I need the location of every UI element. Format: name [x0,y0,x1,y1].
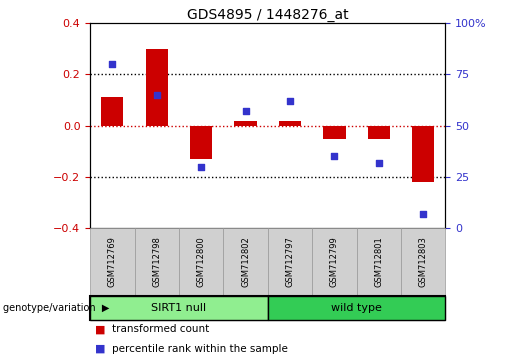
Text: wild type: wild type [331,303,382,313]
Point [197,164,205,170]
Text: ■: ■ [95,344,106,354]
Text: ■: ■ [95,324,106,334]
Bar [368,126,390,138]
Point [375,160,383,165]
Text: transformed count: transformed count [112,324,209,334]
Text: SIRT1 null: SIRT1 null [151,303,207,313]
Point [108,61,116,67]
Text: GSM712797: GSM712797 [285,236,295,287]
Point [242,108,250,114]
Bar [323,126,346,138]
Text: GSM712799: GSM712799 [330,236,339,287]
Point [330,154,338,159]
Bar [412,126,434,182]
Title: GDS4895 / 1448276_at: GDS4895 / 1448276_at [187,8,349,22]
Text: GSM712769: GSM712769 [108,236,117,287]
Text: GSM712801: GSM712801 [374,236,383,287]
Point [152,92,161,98]
Text: GSM712802: GSM712802 [241,236,250,287]
Text: GSM712800: GSM712800 [197,236,205,287]
Text: GSM712798: GSM712798 [152,236,161,287]
Bar [101,97,124,126]
Bar [190,126,212,159]
Point [286,98,294,104]
Bar [146,49,168,126]
Text: GSM712803: GSM712803 [419,236,428,287]
Point [419,211,427,217]
Text: genotype/variation  ▶: genotype/variation ▶ [3,303,109,313]
Text: percentile rank within the sample: percentile rank within the sample [112,344,288,354]
Bar [279,120,301,126]
Bar [234,120,256,126]
